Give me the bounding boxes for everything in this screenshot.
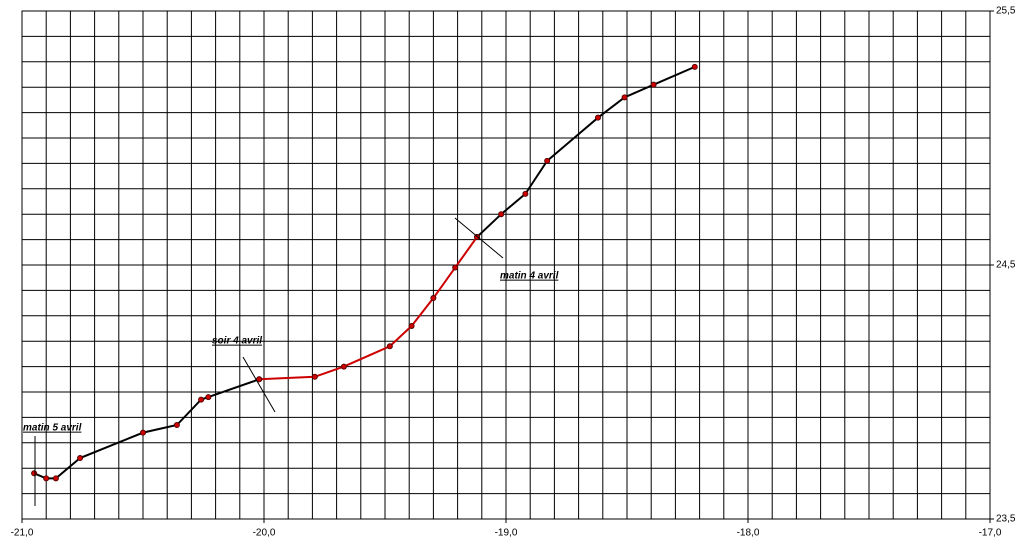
- point: [77, 455, 84, 462]
- annotation-pointer: [242, 356, 276, 413]
- annotation: matin 5 avril: [23, 423, 82, 434]
- point: [52, 475, 59, 482]
- y-tick-label: 24,5: [996, 260, 1016, 271]
- point: [139, 429, 146, 436]
- annotation: matin 4 avril: [500, 271, 559, 282]
- point: [256, 376, 263, 383]
- point: [205, 394, 212, 401]
- point: [408, 322, 415, 329]
- point: [43, 475, 50, 482]
- point: [544, 157, 551, 164]
- point: [386, 343, 393, 350]
- point: [621, 94, 628, 101]
- point: [452, 264, 459, 271]
- point: [430, 295, 437, 302]
- point: [311, 373, 318, 380]
- point: [498, 211, 505, 218]
- point: [31, 470, 38, 477]
- annotation: soir 4 avril: [212, 336, 262, 347]
- track-line: [476, 65, 696, 238]
- track-line: [259, 236, 478, 381]
- point: [522, 190, 529, 197]
- point: [691, 63, 698, 70]
- x-tick-label: -17,0: [979, 528, 1002, 539]
- y-tick-label: 25,5: [996, 6, 1016, 17]
- y-tick-label: 23,5: [996, 514, 1016, 525]
- point: [650, 81, 657, 88]
- x-tick-label: -21,0: [11, 528, 34, 539]
- point: [594, 114, 601, 121]
- point: [198, 396, 205, 403]
- x-tick-label: -20,0: [253, 528, 276, 539]
- point: [340, 363, 347, 370]
- x-tick-label: -18,0: [737, 528, 760, 539]
- x-tick-label: -19,0: [495, 528, 518, 539]
- annotation-pointer: [454, 217, 504, 259]
- point: [173, 422, 180, 429]
